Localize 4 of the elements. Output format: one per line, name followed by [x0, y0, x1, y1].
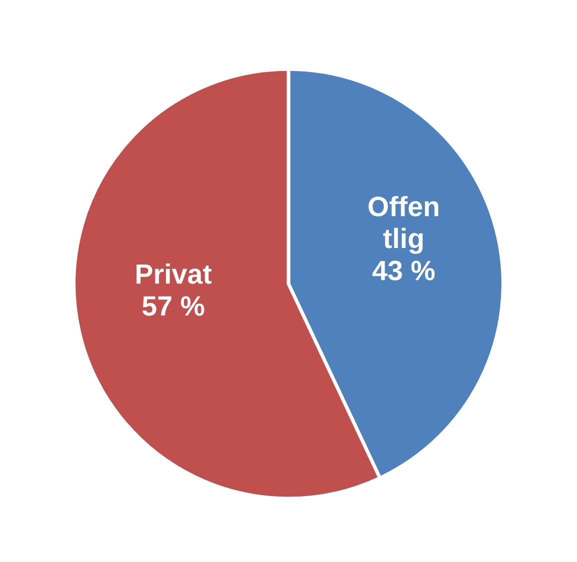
slice-label: Offen tlig	[368, 196, 438, 254]
data-label: 43 %	[372, 260, 435, 280]
data-label: 57 %	[142, 296, 204, 316]
slice-label: Privat	[136, 263, 212, 284]
